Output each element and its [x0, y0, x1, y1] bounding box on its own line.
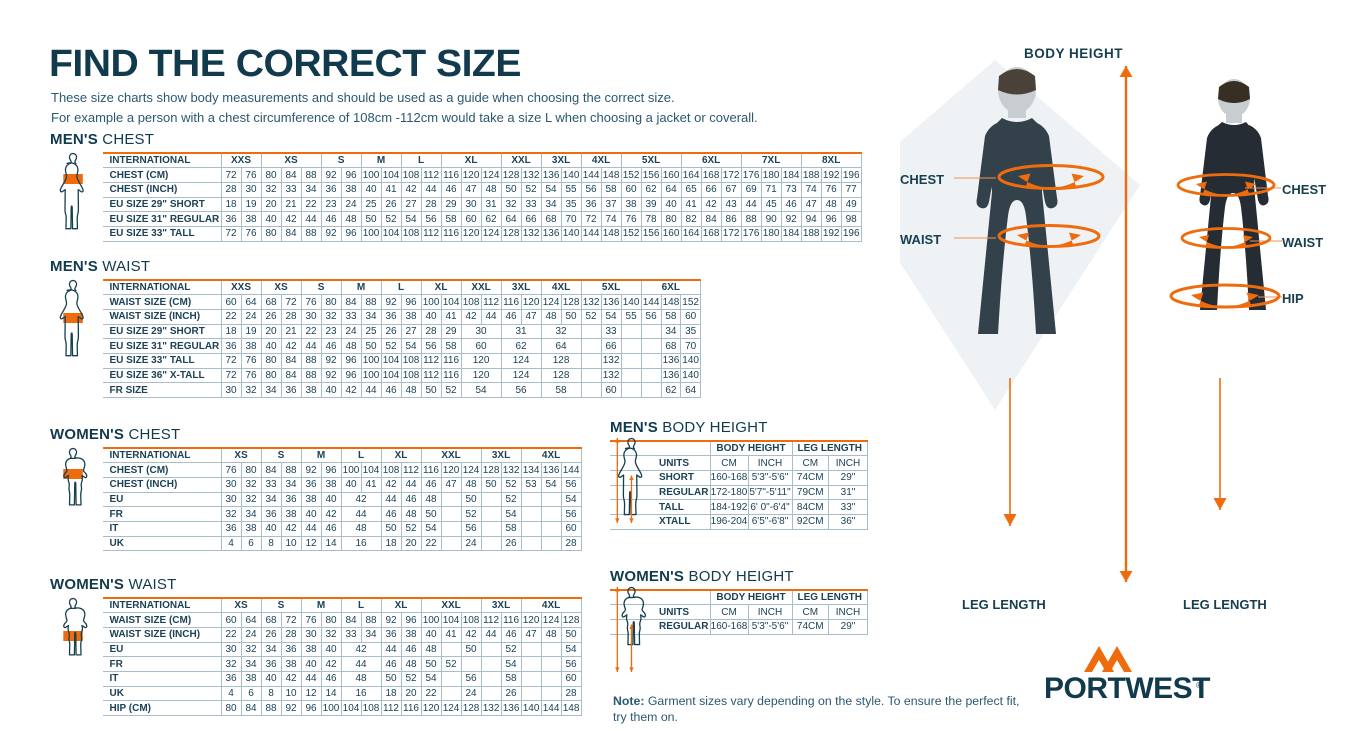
svg-text:®: ® — [1196, 681, 1202, 690]
svg-text:PORTWEST: PORTWEST — [1044, 672, 1210, 705]
